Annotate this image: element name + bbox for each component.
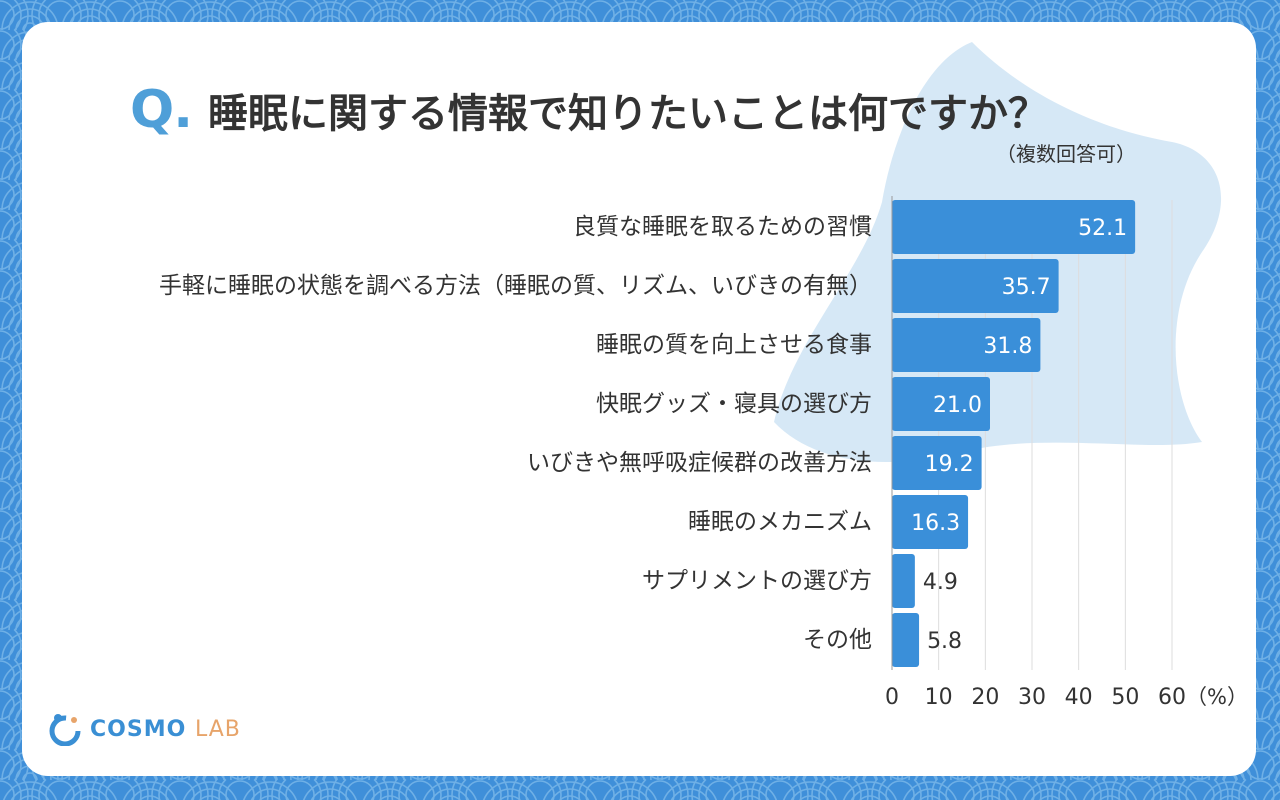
bar [892,495,969,549]
cosmo-lab-logo: COSMO LAB [48,712,241,746]
category-label: いびきや無呼吸症候群の改善方法 [527,450,872,476]
x-tick-label: 10 [925,685,953,710]
category-label: 睡眠の質を向上させる食事 [596,332,872,358]
bar [892,613,920,667]
category-label: 睡眠のメカニズム [688,509,872,535]
q-mark: Q. [130,80,193,140]
logo-main: COSMO [90,716,187,742]
bar-value-label: 5.8 [927,629,962,654]
bar-chart: 0 10 20 30 40 50 60 （%） 52.1 35.7 31.8 21.0 19.2 16.3… [885,196,1248,710]
title-row: Q. 睡眠に関する情報で知りたいことは何ですか？ [130,80,1048,140]
bar-value-label: 21.0 [933,393,982,418]
bar [892,436,982,490]
multiple-answer-note: （複数回答可） [996,142,1136,166]
bar-value-label: 16.3 [911,511,960,536]
bar-value-label: 35.7 [1002,275,1051,300]
x-axis-unit: （%） [1186,685,1248,709]
x-tick-label: 50 [1111,685,1139,710]
bar-value-label: 4.9 [923,570,958,595]
category-label: 快眠グッズ・寝具の選び方 [596,391,872,417]
logo-mark-icon [49,714,81,746]
bar [892,259,1059,313]
x-tick-label: 30 [1018,685,1046,710]
x-tick-label: 20 [971,685,999,710]
bar-value-label: 31.8 [983,334,1032,359]
card: Q. 睡眠に関する情報で知りたいことは何ですか？ （複数回答可） 良質な睡眠を取… [22,22,1256,776]
bar [892,554,915,608]
bar [892,318,1041,372]
category-label: 手軽に睡眠の状態を調べる方法（睡眠の質、リズム、いびきの有無） [159,273,872,299]
category-label: その他 [803,627,872,653]
logo-sub: LAB [194,716,241,742]
x-tick-label: 60 [1158,685,1186,710]
x-tick-label: 40 [1065,685,1093,710]
bar [892,377,990,431]
bar-value-label: 19.2 [925,452,974,477]
category-label: サプリメントの選び方 [642,568,872,594]
bar [892,200,1136,254]
bar-value-label: 52.1 [1078,216,1127,241]
x-tick-label: 0 [885,685,899,710]
logo-text: COSMO LAB [90,717,241,742]
category-label: 良質な睡眠を取るための習慣 [573,214,872,240]
page-title: 睡眠に関する情報で知りたいことは何ですか？ [207,91,1048,137]
